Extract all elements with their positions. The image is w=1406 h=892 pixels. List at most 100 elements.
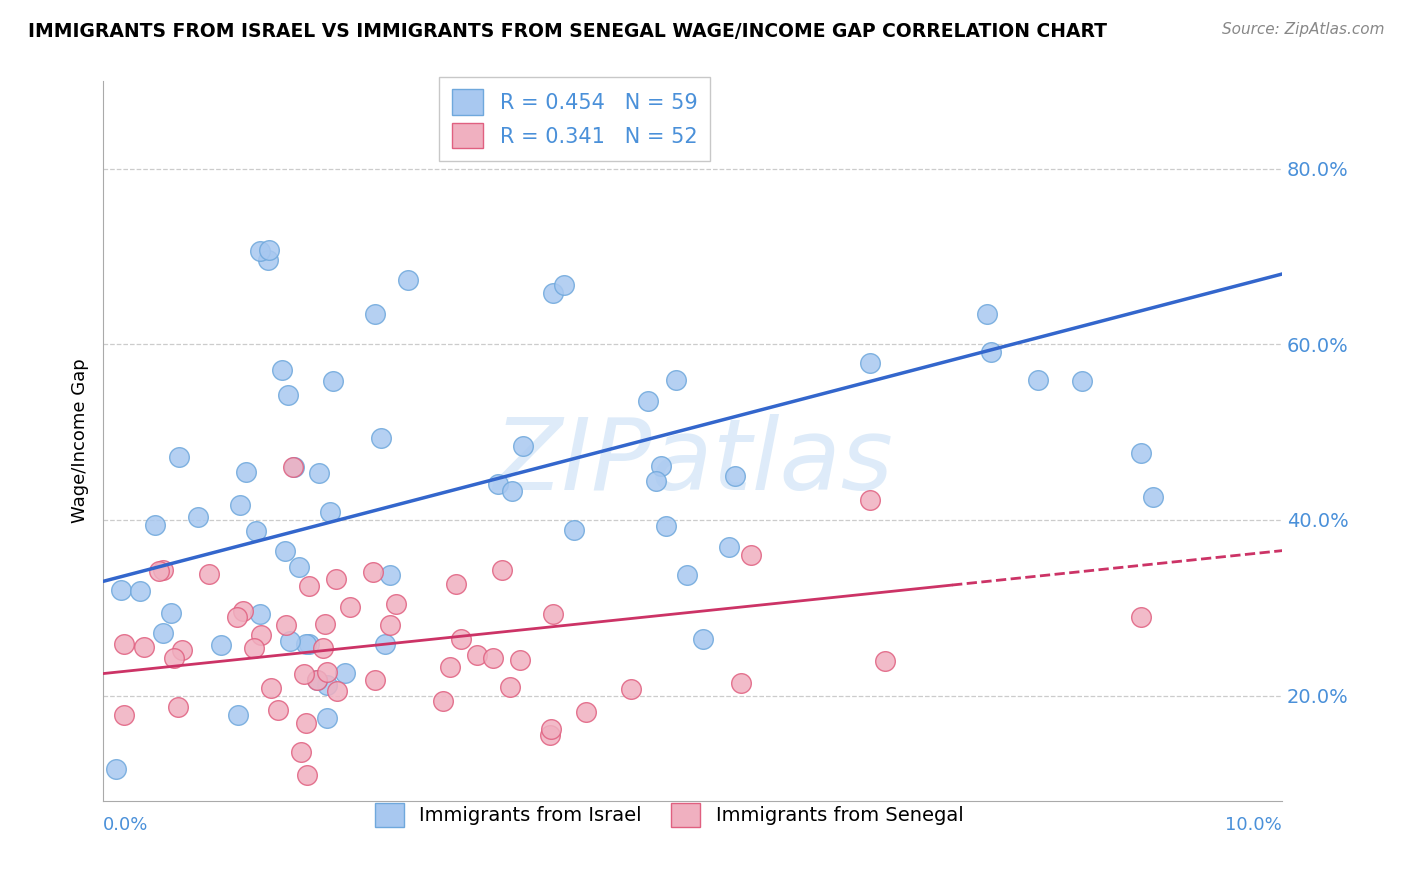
Point xyxy=(267,703,290,717)
Point xyxy=(858,493,880,508)
Point xyxy=(197,566,219,581)
Point xyxy=(370,431,392,445)
Point xyxy=(129,584,152,599)
Point xyxy=(288,559,311,574)
Point xyxy=(450,632,472,646)
Point xyxy=(232,604,254,618)
Point xyxy=(163,650,186,665)
Point xyxy=(186,510,208,524)
Point xyxy=(1142,490,1164,504)
Point xyxy=(298,637,321,651)
Point xyxy=(235,465,257,479)
Point xyxy=(396,272,419,286)
Point xyxy=(322,374,344,388)
Point xyxy=(1071,374,1094,388)
Point xyxy=(486,476,509,491)
Point xyxy=(543,285,565,300)
Point xyxy=(245,524,267,538)
Point xyxy=(644,474,666,488)
Point xyxy=(980,345,1002,359)
Point xyxy=(105,762,128,776)
Point xyxy=(730,676,752,690)
Point xyxy=(692,632,714,647)
Point xyxy=(378,617,401,632)
Point xyxy=(225,610,247,624)
Text: ZIPatlas: ZIPatlas xyxy=(492,414,893,511)
Point xyxy=(257,253,280,268)
Point xyxy=(465,648,488,662)
Point xyxy=(249,628,271,642)
Point xyxy=(873,654,896,668)
Point xyxy=(1129,610,1152,624)
Point xyxy=(143,518,166,533)
Point xyxy=(295,768,318,782)
Point xyxy=(294,716,316,731)
Point xyxy=(326,684,349,698)
Point xyxy=(283,460,305,475)
Point xyxy=(260,681,283,695)
Point xyxy=(723,468,745,483)
Point xyxy=(315,677,337,691)
Point xyxy=(249,607,271,621)
Point xyxy=(315,711,337,725)
Point xyxy=(167,700,190,714)
Point xyxy=(152,563,174,577)
Point xyxy=(276,618,298,632)
Point xyxy=(385,597,408,611)
Point xyxy=(1026,373,1049,387)
Point xyxy=(209,638,232,652)
Point xyxy=(148,564,170,578)
Point xyxy=(249,244,271,259)
Point xyxy=(541,607,564,621)
Point xyxy=(226,707,249,722)
Point xyxy=(316,665,339,680)
Text: 10.0%: 10.0% xyxy=(1226,815,1282,834)
Point xyxy=(540,722,562,736)
Point xyxy=(509,653,531,667)
Point xyxy=(432,694,454,708)
Legend: R = 0.454   N = 59, R = 0.341   N = 52: R = 0.454 N = 59, R = 0.341 N = 52 xyxy=(440,77,710,161)
Point xyxy=(292,666,315,681)
Point xyxy=(439,660,461,674)
Point xyxy=(740,548,762,562)
Point xyxy=(152,625,174,640)
Point xyxy=(167,450,190,464)
Y-axis label: Wage/Income Gap: Wage/Income Gap xyxy=(72,359,89,524)
Point xyxy=(172,643,194,657)
Point xyxy=(160,607,183,621)
Point xyxy=(650,458,672,473)
Point xyxy=(858,356,880,370)
Text: 0.0%: 0.0% xyxy=(103,815,149,834)
Point xyxy=(290,745,312,759)
Point xyxy=(665,373,688,387)
Point xyxy=(277,388,299,402)
Point xyxy=(562,524,585,538)
Point xyxy=(314,617,336,632)
Point xyxy=(374,637,396,651)
Point xyxy=(325,572,347,586)
Point xyxy=(482,650,505,665)
Point xyxy=(976,307,998,321)
Point xyxy=(319,505,342,519)
Point xyxy=(553,277,575,292)
Text: Source: ZipAtlas.com: Source: ZipAtlas.com xyxy=(1222,22,1385,37)
Point xyxy=(339,600,361,615)
Point xyxy=(298,579,321,593)
Point xyxy=(132,640,155,654)
Point xyxy=(361,566,384,580)
Point xyxy=(308,467,330,481)
Point xyxy=(364,673,387,688)
Point xyxy=(243,640,266,655)
Point xyxy=(274,543,297,558)
Text: IMMIGRANTS FROM ISRAEL VS IMMIGRANTS FROM SENEGAL WAGE/INCOME GAP CORRELATION CH: IMMIGRANTS FROM ISRAEL VS IMMIGRANTS FRO… xyxy=(28,22,1107,41)
Point xyxy=(1129,446,1152,460)
Point xyxy=(538,728,561,742)
Point xyxy=(305,673,328,687)
Point xyxy=(501,484,523,499)
Point xyxy=(655,519,678,533)
Point xyxy=(333,666,356,681)
Point xyxy=(281,460,304,475)
Point xyxy=(257,243,280,257)
Point xyxy=(491,563,513,577)
Point xyxy=(307,673,329,687)
